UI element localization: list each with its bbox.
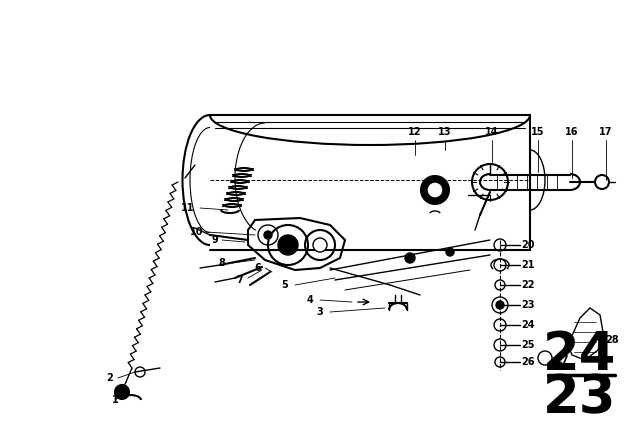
Circle shape: [264, 231, 272, 239]
Text: 12: 12: [408, 127, 422, 137]
Circle shape: [115, 385, 129, 399]
Circle shape: [313, 238, 327, 252]
Text: 23: 23: [521, 300, 535, 310]
Circle shape: [278, 235, 298, 255]
Text: 17: 17: [599, 127, 612, 137]
Circle shape: [421, 176, 449, 204]
Circle shape: [496, 301, 504, 309]
Text: 22: 22: [521, 280, 535, 290]
Text: 3: 3: [317, 307, 323, 317]
Text: 7: 7: [237, 275, 243, 285]
Text: 23: 23: [543, 372, 617, 424]
Text: 2: 2: [107, 373, 113, 383]
Text: 6: 6: [255, 263, 261, 273]
Circle shape: [446, 248, 454, 256]
Circle shape: [405, 253, 415, 263]
Text: 28: 28: [605, 335, 619, 345]
Text: 16: 16: [565, 127, 579, 137]
Text: 11: 11: [181, 203, 195, 213]
Text: 13: 13: [438, 127, 452, 137]
Text: 25: 25: [521, 340, 535, 350]
Circle shape: [427, 182, 443, 198]
Text: 14: 14: [485, 127, 499, 137]
Text: 5: 5: [282, 280, 289, 290]
Text: 26: 26: [521, 357, 535, 367]
Text: 4: 4: [307, 295, 314, 305]
Text: 24: 24: [521, 320, 535, 330]
Text: 1: 1: [111, 395, 118, 405]
Text: 15: 15: [531, 127, 545, 137]
Text: 21: 21: [521, 260, 535, 270]
Text: 9: 9: [212, 235, 218, 245]
Text: 24: 24: [543, 329, 617, 381]
Text: 10: 10: [190, 227, 204, 237]
Text: 20: 20: [521, 240, 535, 250]
Text: 27: 27: [556, 355, 569, 365]
Text: 8: 8: [219, 258, 225, 268]
